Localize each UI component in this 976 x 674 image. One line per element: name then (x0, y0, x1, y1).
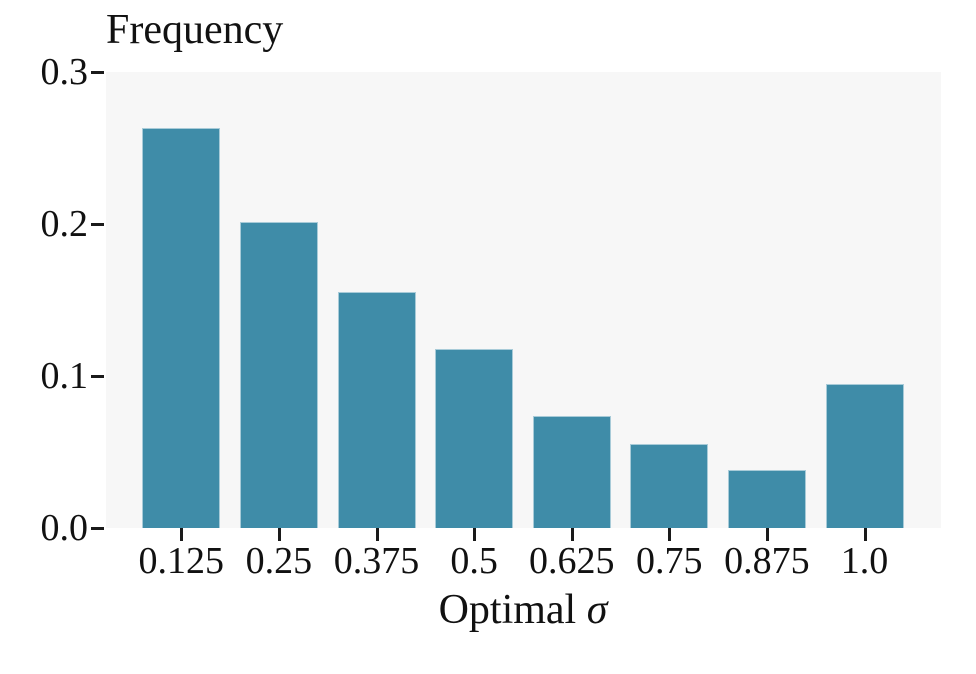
y-tick-label: 0.3 (40, 51, 89, 93)
x-axis-title-text: Optimal (438, 587, 577, 633)
y-tick-label: 0.1 (40, 355, 89, 397)
bar (532, 415, 611, 528)
x-tick-label: 0.5 (450, 540, 498, 582)
plot-area (106, 72, 941, 528)
bar (727, 470, 806, 528)
x-tick-label: 0.25 (245, 540, 313, 582)
x-axis-title: Optimal σ (439, 586, 608, 634)
x-tick-label: 0.75 (636, 540, 703, 582)
x-tick-mark (473, 528, 477, 541)
y-tick-mark (91, 71, 104, 74)
y-tick-label: 0.0 (40, 507, 89, 549)
bar (435, 348, 514, 528)
x-tick-label: 0.875 (724, 540, 810, 582)
bar (825, 383, 904, 528)
y-tick-mark (91, 527, 104, 530)
y-tick-mark (91, 223, 104, 226)
sigma-symbol: σ (586, 587, 608, 633)
y-axis-title: Frequency (106, 7, 284, 53)
bar (239, 222, 318, 528)
bar (337, 292, 416, 528)
bar (630, 444, 709, 528)
x-tick-mark (277, 528, 281, 541)
x-tick-mark (375, 528, 379, 541)
y-tick-mark (91, 375, 104, 378)
x-tick-label: 0.375 (333, 540, 420, 582)
x-tick-label: 1.0 (840, 540, 889, 582)
x-tick-label: 0.125 (138, 540, 225, 582)
x-tick-mark (570, 528, 574, 541)
x-tick-mark (765, 528, 769, 541)
x-tick-mark (668, 528, 672, 541)
x-tick-mark (863, 528, 867, 541)
x-tick-mark (180, 528, 184, 541)
bar (142, 128, 221, 528)
y-tick-label: 0.2 (40, 203, 89, 245)
x-tick-label: 0.625 (528, 540, 615, 582)
